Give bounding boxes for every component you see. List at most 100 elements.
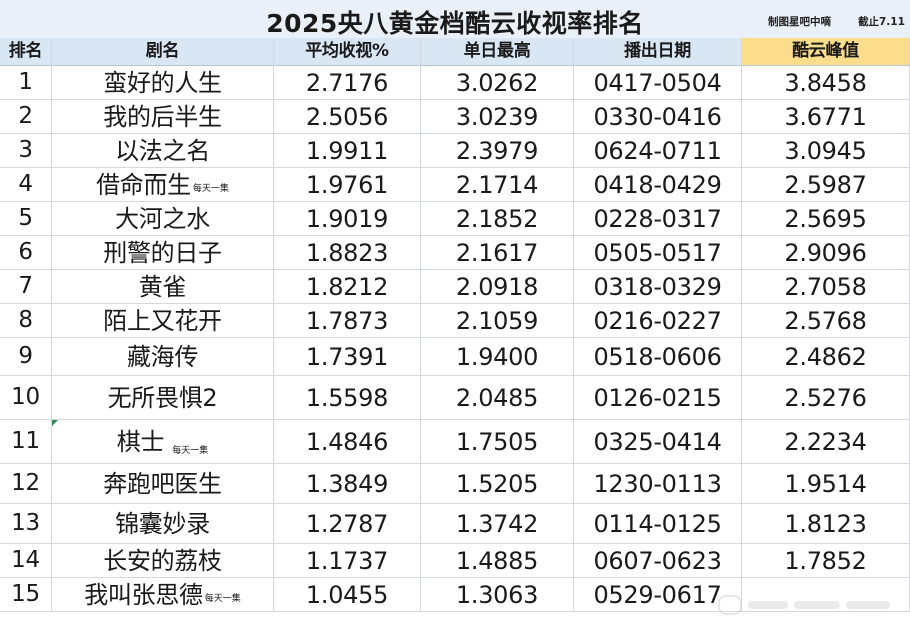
cell-rank[interactable]: 11 — [0, 420, 52, 464]
header-daily-max[interactable]: 单日最高 — [421, 38, 574, 66]
cell-rank[interactable]: 3 — [0, 134, 52, 168]
cell-daily-max[interactable]: 2.3979 — [421, 134, 574, 168]
cell-rank[interactable]: 9 — [0, 338, 52, 376]
cell-air-dates[interactable]: 0325-0414 — [574, 420, 742, 464]
cell-peak[interactable]: 2.9096 — [742, 236, 910, 270]
cell-avg-rating[interactable]: 1.0455 — [274, 578, 421, 612]
cell-drama-name[interactable]: 黄雀 — [52, 270, 274, 304]
cell-rank[interactable]: 13 — [0, 504, 52, 544]
cell-drama-name[interactable]: 刑警的日子 — [52, 236, 274, 270]
cell-rank[interactable]: 7 — [0, 270, 52, 304]
cell-avg-rating[interactable]: 2.5056 — [274, 100, 421, 134]
cell-rank[interactable]: 8 — [0, 304, 52, 338]
cell-drama-name[interactable]: 大河之水 — [52, 202, 274, 236]
cell-air-dates[interactable]: 0505-0517 — [574, 236, 742, 270]
cell-rank[interactable]: 2 — [0, 100, 52, 134]
cell-peak[interactable]: 2.5695 — [742, 202, 910, 236]
cell-peak[interactable]: 3.6771 — [742, 100, 910, 134]
cell-avg-rating[interactable]: 1.8823 — [274, 236, 421, 270]
cell-avg-rating[interactable]: 1.4846 — [274, 420, 421, 464]
cell-air-dates[interactable]: 0529-0617 — [574, 578, 742, 612]
cell-avg-rating[interactable]: 1.3849 — [274, 464, 421, 504]
header-peak[interactable]: 酷云峰值 — [742, 38, 910, 66]
cell-drama-name[interactable]: 无所畏惧2 — [52, 376, 274, 420]
cell-air-dates[interactable]: 1230-0113 — [574, 464, 742, 504]
cell-avg-rating[interactable]: 1.8212 — [274, 270, 421, 304]
cell-air-dates[interactable]: 0624-0711 — [574, 134, 742, 168]
cell-avg-rating[interactable]: 1.9761 — [274, 168, 421, 202]
cell-drama-name[interactable]: 锦囊妙录 — [52, 504, 274, 544]
cell-drama-name[interactable]: 陌上又花开 — [52, 304, 274, 338]
cell-daily-max[interactable]: 1.4885 — [421, 544, 574, 578]
cell-drama-name[interactable]: 奔跑吧医生 — [52, 464, 274, 504]
header-air-dates[interactable]: 播出日期 — [574, 38, 742, 66]
cell-daily-max[interactable]: 2.1852 — [421, 202, 574, 236]
cell-air-dates[interactable]: 0607-0623 — [574, 544, 742, 578]
cell-daily-max[interactable]: 2.0485 — [421, 376, 574, 420]
cell-peak[interactable]: 1.9514 — [742, 464, 910, 504]
cell-daily-max[interactable]: 2.1714 — [421, 168, 574, 202]
cell-rank[interactable]: 15 — [0, 578, 52, 612]
sheet-title: 2025央八黄金档酷云收视率排名 — [266, 9, 644, 38]
cell-peak[interactable]: 1.7852 — [742, 544, 910, 578]
header-avg[interactable]: 平均收视% — [274, 38, 421, 66]
cell-air-dates[interactable]: 0518-0606 — [574, 338, 742, 376]
cell-air-dates[interactable]: 0417-0504 — [574, 66, 742, 100]
cell-drama-name[interactable]: 我叫张思德 每天一集 — [52, 578, 274, 612]
cell-daily-max[interactable]: 3.0262 — [421, 66, 574, 100]
cell-daily-max[interactable]: 2.0918 — [421, 270, 574, 304]
cell-rank[interactable]: 1 — [0, 66, 52, 100]
cell-drama-name[interactable]: 长安的荔枝 — [52, 544, 274, 578]
cell-rank[interactable]: 12 — [0, 464, 52, 504]
cell-avg-rating[interactable]: 1.7873 — [274, 304, 421, 338]
cell-daily-max[interactable]: 2.1617 — [421, 236, 574, 270]
header-name[interactable]: 剧名 — [52, 38, 274, 66]
cell-avg-rating[interactable]: 1.9911 — [274, 134, 421, 168]
cell-peak[interactable]: 3.0945 — [742, 134, 910, 168]
cell-peak[interactable]: 2.2234 — [742, 420, 910, 464]
cell-daily-max[interactable]: 3.0239 — [421, 100, 574, 134]
watermark-bar — [748, 601, 788, 609]
cell-daily-max[interactable]: 1.3742 — [421, 504, 574, 544]
drama-name-text: 奔跑吧医生 — [103, 469, 222, 498]
cell-peak[interactable]: 2.5768 — [742, 304, 910, 338]
cell-air-dates[interactable]: 0318-0329 — [574, 270, 742, 304]
cell-air-dates[interactable]: 0114-0125 — [574, 504, 742, 544]
cell-peak[interactable]: 1.8123 — [742, 504, 910, 544]
cell-drama-name[interactable]: 以法之名 — [52, 134, 274, 168]
cell-drama-name[interactable]: 借命而生 每天一集 — [52, 168, 274, 202]
cell-drama-name[interactable]: 藏海传 — [52, 338, 274, 376]
cell-peak[interactable]: 2.7058 — [742, 270, 910, 304]
cell-air-dates[interactable]: 0216-0227 — [574, 304, 742, 338]
cell-daily-max[interactable]: 1.3063 — [421, 578, 574, 612]
cell-peak[interactable]: 3.8458 — [742, 66, 910, 100]
cell-daily-max[interactable]: 1.7505 — [421, 420, 574, 464]
cell-daily-max[interactable]: 1.5205 — [421, 464, 574, 504]
cell-drama-name[interactable]: 我的后半生 — [52, 100, 274, 134]
cell-avg-rating[interactable]: 1.5598 — [274, 376, 421, 420]
cell-rank[interactable]: 4 — [0, 168, 52, 202]
cell-peak[interactable]: 2.5276 — [742, 376, 910, 420]
cell-air-dates[interactable]: 0126-0215 — [574, 376, 742, 420]
cell-avg-rating[interactable]: 1.9019 — [274, 202, 421, 236]
drama-name-text: 黄雀 — [138, 272, 187, 301]
cell-avg-rating[interactable]: 1.1737 — [274, 544, 421, 578]
cell-rank[interactable]: 10 — [0, 376, 52, 420]
cell-daily-max[interactable]: 2.1059 — [421, 304, 574, 338]
cell-drama-name[interactable]: 棋士 每天一集 — [52, 420, 274, 464]
cell-daily-max[interactable]: 1.9400 — [421, 338, 574, 376]
cell-rank[interactable]: 6 — [0, 236, 52, 270]
cell-air-dates[interactable]: 0330-0416 — [574, 100, 742, 134]
cell-avg-rating[interactable]: 2.7176 — [274, 66, 421, 100]
cell-avg-rating[interactable]: 1.7391 — [274, 338, 421, 376]
header-rank[interactable]: 排名 — [0, 38, 52, 66]
cell-rank[interactable]: 5 — [0, 202, 52, 236]
cell-peak[interactable]: 2.4862 — [742, 338, 910, 376]
cell-peak[interactable]: 2.5987 — [742, 168, 910, 202]
cell-air-dates[interactable]: 0228-0317 — [574, 202, 742, 236]
cell-rank[interactable]: 14 — [0, 544, 52, 578]
drama-name-text: 以法之名 — [115, 136, 210, 165]
cell-avg-rating[interactable]: 1.2787 — [274, 504, 421, 544]
cell-drama-name[interactable]: 蛮好的人生 — [52, 66, 274, 100]
cell-air-dates[interactable]: 0418-0429 — [574, 168, 742, 202]
